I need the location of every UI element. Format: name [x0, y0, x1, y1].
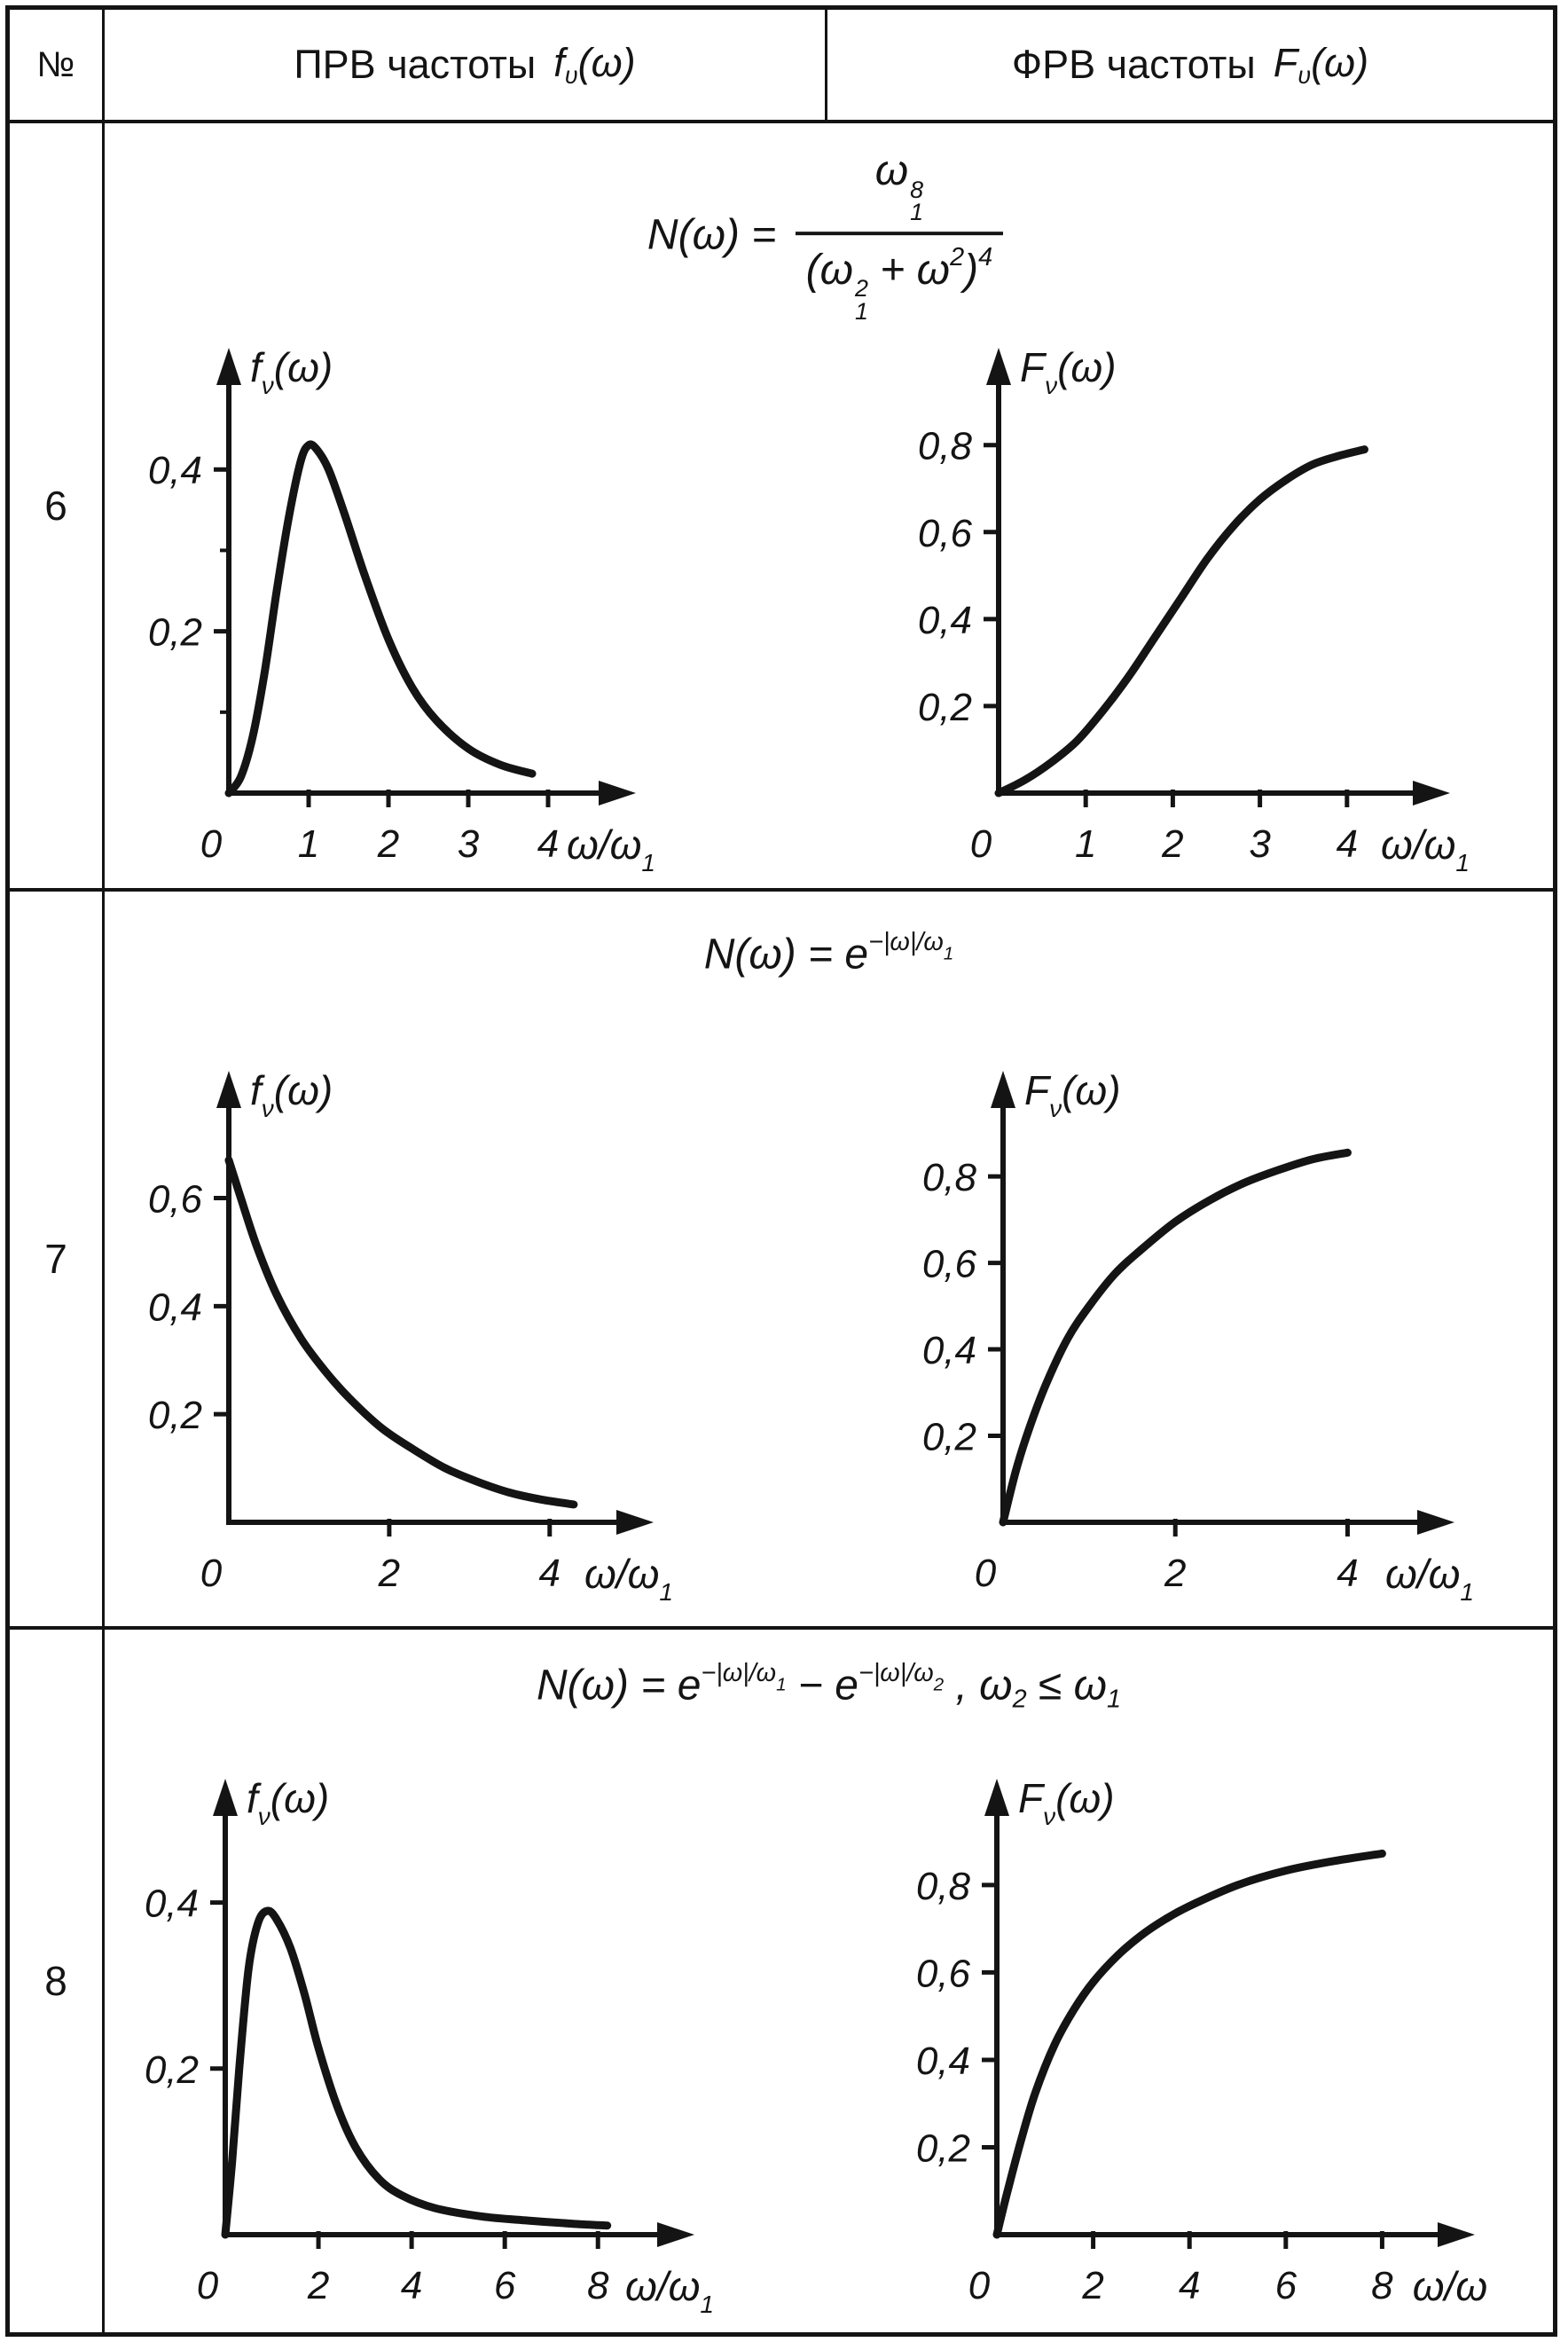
cdf-chart-row-7: 2 4 0 0,2 0,4 0,6 0,8 Fν(ω) ω/ω1 [879, 1065, 1540, 1607]
svg-text:8: 8 [1371, 2264, 1393, 2307]
svg-text:ω/ω: ω/ω [1413, 2263, 1487, 2309]
svg-text:1: 1 [1075, 822, 1096, 866]
svg-text:ω/ω1: ω/ω1 [1381, 821, 1470, 875]
svg-text:0: 0 [200, 822, 223, 866]
no-symbol: № [36, 44, 75, 84]
svg-text:3: 3 [1249, 822, 1271, 866]
row-8-content: N(ω) = e−|ω|/ω1 − e−|ω|/ω2 , ω2 ≤ ω1 2 4 6… [105, 1630, 1553, 2332]
svg-text:0,2: 0,2 [145, 2048, 199, 2092]
row-number-cell: 7 [10, 892, 105, 1626]
svg-text:0,2: 0,2 [916, 2126, 970, 2170]
svg-text:0,2: 0,2 [148, 1394, 202, 1437]
row-number: 6 [44, 483, 67, 529]
svg-text:ω/ω1: ω/ω1 [567, 821, 655, 875]
svg-text:0,6: 0,6 [148, 1177, 203, 1221]
svg-text:4: 4 [1179, 2264, 1200, 2307]
svg-text:4: 4 [539, 1552, 561, 1595]
svg-text:ω/ω1: ω/ω1 [584, 1551, 673, 1606]
svg-text:0,2: 0,2 [918, 686, 972, 729]
svg-text:0,8: 0,8 [916, 1865, 971, 1908]
formula-row-7: N(ω) = e−|ω|/ω1 [703, 928, 954, 979]
svg-text:0: 0 [197, 2264, 219, 2307]
header-cell-pdf: ПРВ частоты fυ(ω) [105, 10, 827, 120]
pdf-chart-row-7: 2 4 0 0,2 0,4 0,6 fν(ω) ω/ω1 [118, 1065, 739, 1607]
svg-text:0,2: 0,2 [922, 1415, 976, 1458]
plots-row-6: 1 2 3 4 0 0,2 0,4 fν(ω) ω/ω1 1 2 3 4 0 0,2 0,4 0,6 0,8 Fν… [105, 342, 1553, 876]
svg-text:0,4: 0,4 [918, 599, 972, 642]
svg-text:0,6: 0,6 [922, 1242, 977, 1285]
row-number: 7 [44, 1236, 67, 1282]
svg-text:1: 1 [298, 822, 319, 866]
header-pdf-func: fυ(ω) [553, 39, 636, 90]
svg-text:3: 3 [458, 822, 480, 866]
svg-text:6: 6 [494, 2264, 516, 2307]
svg-text:0,4: 0,4 [916, 2040, 970, 2083]
cdf-chart-row-6: 1 2 3 4 0 0,2 0,4 0,6 0,8 Fν(ω) ω/ω1 [874, 342, 1535, 876]
svg-text:Fν(ω): Fν(ω) [1024, 1067, 1121, 1122]
header-cdf-func: Fυ(ω) [1273, 39, 1369, 90]
svg-text:4: 4 [1337, 1552, 1358, 1595]
svg-text:0,4: 0,4 [922, 1329, 976, 1372]
svg-text:0,8: 0,8 [918, 425, 973, 468]
svg-text:6: 6 [1275, 2264, 1298, 2307]
svg-text:0,4: 0,4 [145, 1882, 199, 1926]
svg-text:0,4: 0,4 [148, 450, 202, 493]
svg-text:Fν(ω): Fν(ω) [1020, 344, 1117, 399]
table-row-6: 6 N(ω) = ω 8 1 (ω 2 1 + ω2)4 1 2 3 4 0 0,2 0,4 fν(ω)… [10, 123, 1553, 892]
header-cell-cdf: ФРВ частоты Fυ(ω) [827, 10, 1553, 120]
formula-row-6: N(ω) = ω 8 1 (ω 2 1 + ω2)4 [105, 146, 1553, 328]
svg-text:2: 2 [1081, 2264, 1103, 2307]
svg-text:ω/ω1: ω/ω1 [625, 2263, 714, 2318]
formula-row-8: N(ω) = e−|ω|/ω1 − e−|ω|/ω2 , ω2 ≤ ω1 [537, 1659, 1121, 1714]
row-number-cell: 8 [10, 1630, 105, 2332]
svg-text:0,6: 0,6 [916, 1952, 971, 1995]
row-number-cell: 6 [10, 123, 105, 888]
svg-text:fν(ω): fν(ω) [247, 1775, 329, 1830]
header-cell-no: № [10, 10, 105, 120]
table-row-7: 7 N(ω) = e−|ω|/ω1 2 4 0 0,2 0,4 0,6 fν(ω) ω/ω1 … [10, 892, 1553, 1630]
row-number: 8 [44, 1958, 67, 2004]
svg-text:4: 4 [537, 822, 559, 866]
svg-text:fν(ω): fν(ω) [250, 1067, 333, 1122]
svg-text:4: 4 [1337, 822, 1358, 866]
table: № ПРВ частоты fυ(ω) ФРВ частоты Fυ(ω) 6 … [5, 5, 1557, 2337]
plots-row-7: 2 4 0 0,2 0,4 0,6 fν(ω) ω/ω1 2 4 0 0,2 0,4 0,6 0,8 Fν(… [105, 1065, 1553, 1607]
svg-text:2: 2 [1161, 822, 1183, 866]
svg-text:8: 8 [587, 2264, 609, 2307]
table-row-8: 8 N(ω) = e−|ω|/ω1 − e−|ω|/ω2 , ω2 ≤ ω1 2… [10, 1630, 1553, 2332]
plots-row-8: 2 4 6 8 0 0,2 0,4 fν(ω) ω/ω1 2 4 6 8 0 0,2 0,4 0,6 0,8 Fν… [105, 1773, 1553, 2323]
header-cdf-label: ФРВ частоты [1011, 42, 1256, 87]
svg-text:0,2: 0,2 [148, 611, 202, 655]
svg-text:0: 0 [970, 822, 992, 866]
header-pdf-label: ПРВ частоты [294, 42, 537, 87]
svg-text:2: 2 [378, 1552, 400, 1595]
svg-text:4: 4 [401, 2264, 422, 2307]
header-row: № ПРВ частоты fυ(ω) ФРВ частоты Fυ(ω) [10, 10, 1553, 123]
svg-text:0: 0 [975, 1552, 997, 1595]
cdf-chart-row-8: 2 4 6 8 0 0,2 0,4 0,6 0,8 Fν(ω) ω/ω [873, 1773, 1542, 2323]
svg-text:ω/ω1: ω/ω1 [1385, 1551, 1474, 1606]
svg-text:2: 2 [377, 822, 399, 866]
row-6-content: N(ω) = ω 8 1 (ω 2 1 + ω2)4 1 2 3 4 0 0,2 0,4 fν(ω) ω/… [105, 123, 1553, 888]
pdf-chart-row-6: 1 2 3 4 0 0,2 0,4 fν(ω) ω/ω1 [122, 342, 708, 876]
svg-text:0,4: 0,4 [148, 1285, 202, 1329]
row-7-content: N(ω) = e−|ω|/ω1 2 4 0 0,2 0,4 0,6 fν(ω) ω/ω1 2 4… [105, 892, 1553, 1626]
svg-text:2: 2 [1164, 1552, 1186, 1595]
svg-text:0,6: 0,6 [918, 512, 973, 555]
svg-text:0: 0 [968, 2264, 991, 2307]
svg-text:2: 2 [307, 2264, 329, 2307]
svg-text:fν(ω): fν(ω) [250, 344, 333, 399]
svg-text:0: 0 [200, 1552, 223, 1595]
svg-text:0,8: 0,8 [922, 1156, 977, 1199]
pdf-chart-row-8: 2 4 6 8 0 0,2 0,4 fν(ω) ω/ω1 [119, 1773, 775, 2323]
svg-text:Fν(ω): Fν(ω) [1018, 1775, 1115, 1830]
